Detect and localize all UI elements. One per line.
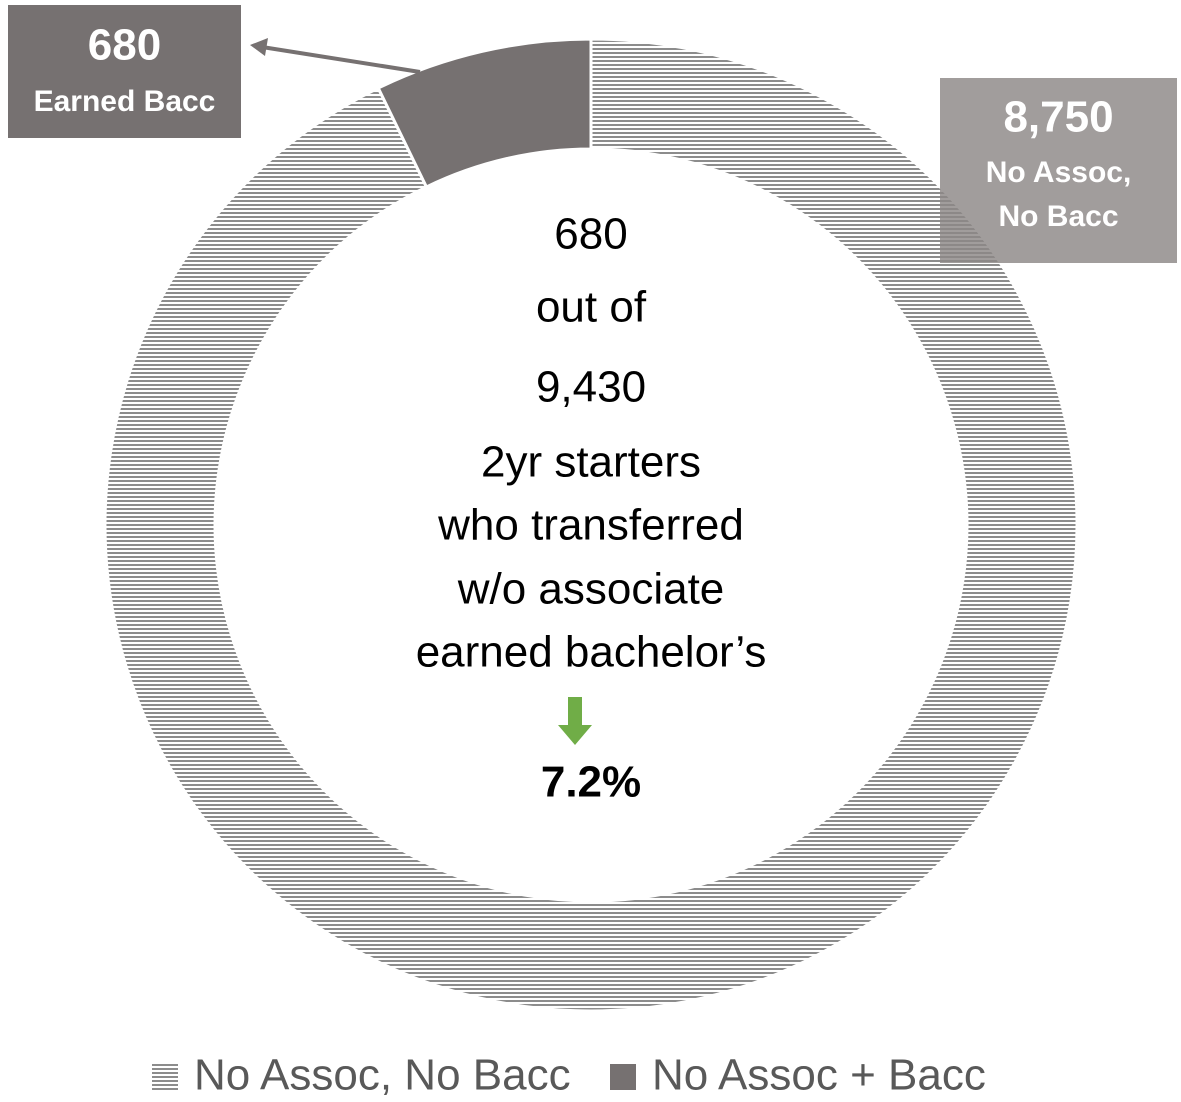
- slice-label: No Assoc,: [986, 156, 1132, 189]
- center-line: who transferred: [437, 501, 744, 550]
- legend-label: No Assoc + Bacc: [652, 1051, 986, 1100]
- legend-swatch: [610, 1064, 636, 1090]
- slice: [103, 37, 1079, 1013]
- callout-arrowhead: [250, 38, 268, 56]
- slice-label: Earned Bacc: [34, 85, 216, 118]
- label-box: [8, 5, 241, 138]
- down-arrow: [558, 697, 592, 745]
- slice-label: No Bacc: [998, 200, 1118, 233]
- callout-line: [261, 45, 421, 74]
- center-line: out of: [536, 283, 647, 332]
- labels: 8,750 No Assoc, No Bacc 680 Earned Bacc: [8, 5, 1177, 263]
- slices: [103, 37, 1079, 1013]
- value-label: 8,750: [1003, 93, 1113, 142]
- center-line: earned bachelor’s: [416, 628, 767, 677]
- legend-swatch: [152, 1064, 178, 1090]
- slice: [376, 37, 593, 189]
- legend-label: No Assoc, No Bacc: [194, 1051, 571, 1100]
- center-line: 680: [554, 210, 627, 259]
- legend: No Assoc, No Bacc No Assoc + Bacc: [152, 1051, 986, 1100]
- value-label: 680: [88, 21, 161, 70]
- label-box: [940, 78, 1177, 263]
- center-line: 9,430: [536, 363, 646, 412]
- center-text: 680 out of 9,430 2yr starters who transferre…: [416, 210, 767, 807]
- center-line: 2yr starters: [481, 438, 701, 487]
- center-line: 7.2%: [541, 758, 641, 807]
- center-line: w/o associate: [457, 565, 725, 614]
